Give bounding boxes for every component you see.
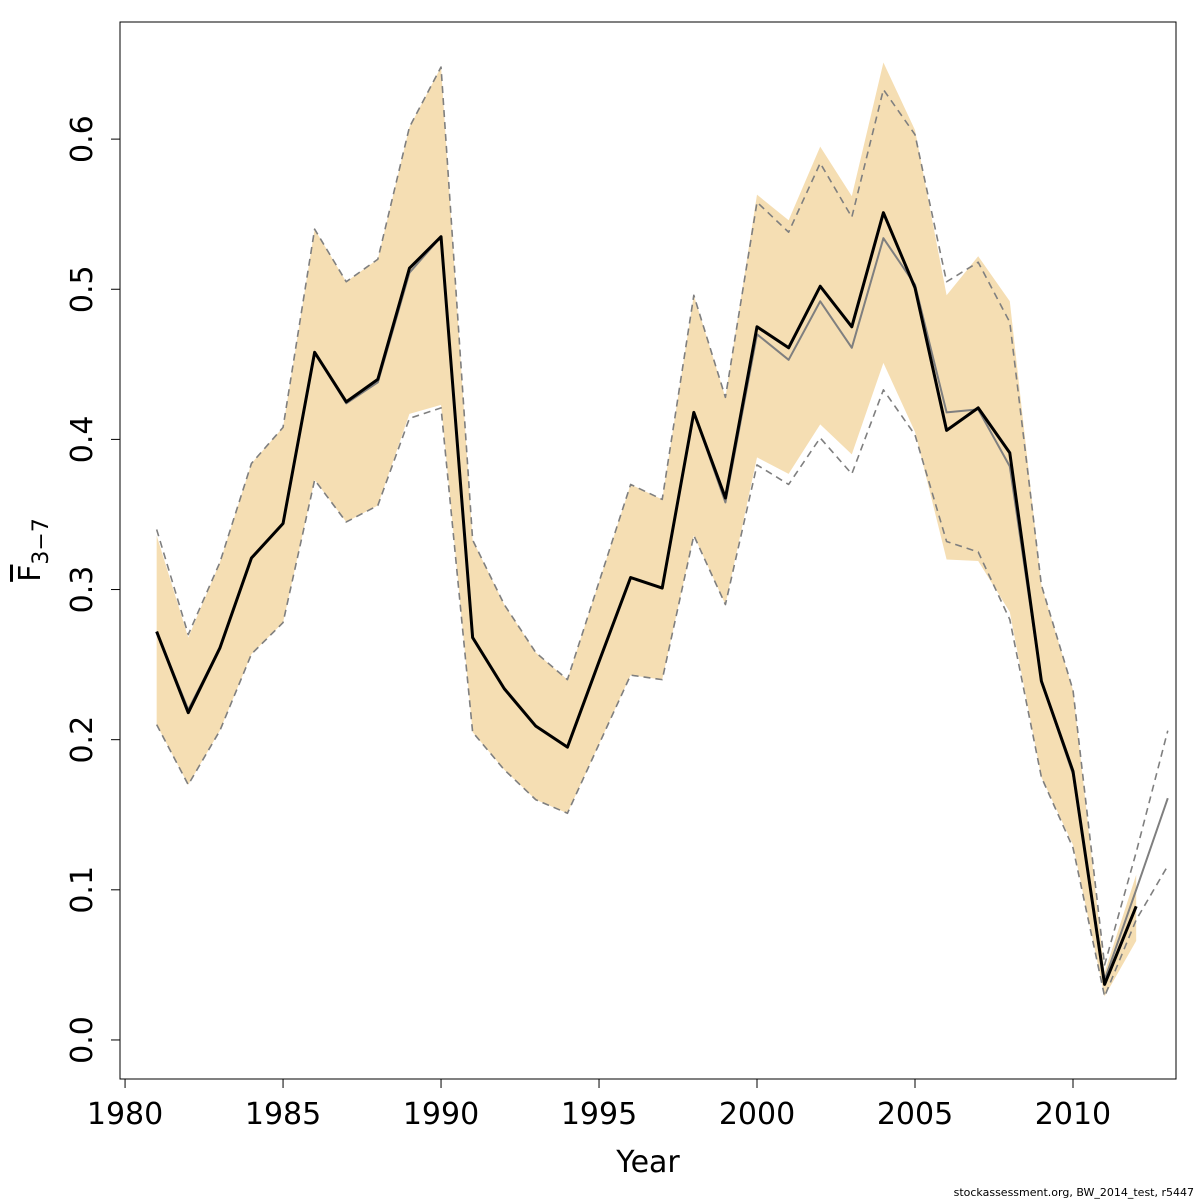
y-axis-title-sub: 3−7 xyxy=(29,518,54,564)
y-tick-label: 0.2 xyxy=(65,716,100,764)
y-tick-label: 0.4 xyxy=(65,416,100,464)
y-tick-label: 0.6 xyxy=(65,115,100,163)
x-tick-label: 1980 xyxy=(87,1097,163,1132)
series-line xyxy=(155,66,1169,966)
y-tick-label: 0.3 xyxy=(65,566,100,614)
x-axis-title: Year xyxy=(615,1145,680,1180)
x-tick-label: 2010 xyxy=(1035,1097,1111,1132)
footnote: stockassessment.org, BW_2014_test, r5447 xyxy=(954,1186,1194,1199)
series-line xyxy=(155,211,1138,986)
y-tick-label: 0.5 xyxy=(65,265,100,313)
x-tick-label: 2005 xyxy=(877,1097,953,1132)
series-line xyxy=(155,389,1169,998)
y-axis-title: F3−7 xyxy=(13,518,54,582)
x-tick-label: 1990 xyxy=(403,1097,479,1132)
x-tick-label: 1995 xyxy=(561,1097,637,1132)
y-tick-label: 0.1 xyxy=(65,866,100,914)
y-tick-label: 0.0 xyxy=(65,1016,100,1064)
y-axis-title-main: F xyxy=(13,565,48,582)
x-tick-label: 2000 xyxy=(719,1097,795,1132)
x-tick-label: 1985 xyxy=(245,1097,321,1132)
